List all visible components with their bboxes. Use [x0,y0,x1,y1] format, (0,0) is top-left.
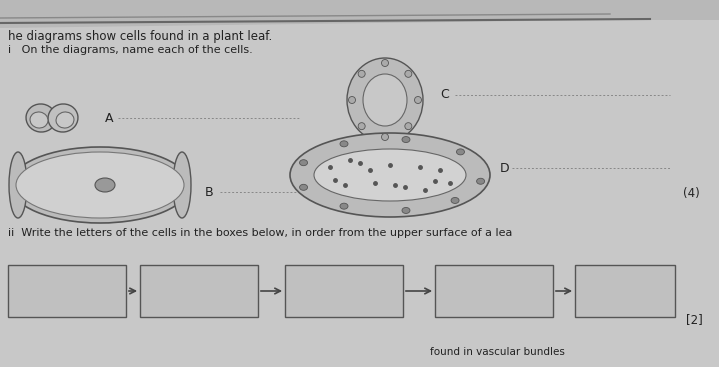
Ellipse shape [347,58,423,142]
FancyBboxPatch shape [575,265,675,317]
Ellipse shape [363,74,407,126]
Ellipse shape [382,59,388,66]
Text: found in vascular bundles: found in vascular bundles [430,347,565,357]
Ellipse shape [300,184,308,190]
FancyBboxPatch shape [140,265,258,317]
Ellipse shape [340,141,348,147]
Ellipse shape [16,152,184,218]
Ellipse shape [48,104,78,132]
Ellipse shape [457,149,464,155]
Ellipse shape [290,133,490,217]
Text: [2]: [2] [686,313,703,327]
FancyBboxPatch shape [285,265,403,317]
FancyBboxPatch shape [8,265,126,317]
Polygon shape [0,20,719,367]
Text: ii  Write the letters of the cells in the boxes below, in order from the upper s: ii Write the letters of the cells in the… [8,228,513,238]
Ellipse shape [402,207,410,214]
Ellipse shape [26,104,56,132]
Ellipse shape [451,197,459,203]
Ellipse shape [30,112,48,128]
Ellipse shape [414,97,421,103]
Ellipse shape [95,178,115,192]
Ellipse shape [56,112,74,128]
Ellipse shape [405,123,412,130]
Text: B: B [205,185,214,199]
Ellipse shape [300,160,308,166]
Text: D: D [500,161,510,174]
Ellipse shape [477,178,485,184]
Text: (4): (4) [683,186,700,200]
Ellipse shape [10,147,190,223]
Text: C: C [440,88,449,102]
Ellipse shape [402,137,410,142]
Text: i   On the diagrams, name each of the cells.: i On the diagrams, name each of the cell… [8,45,253,55]
Text: he diagrams show cells found in a plant leaf.: he diagrams show cells found in a plant … [8,30,273,43]
Ellipse shape [173,152,191,218]
Ellipse shape [382,134,388,141]
Ellipse shape [340,203,348,209]
Ellipse shape [314,149,466,201]
Ellipse shape [358,70,365,77]
Ellipse shape [9,152,27,218]
Text: A: A [105,112,114,124]
FancyBboxPatch shape [435,265,553,317]
Ellipse shape [358,123,365,130]
Ellipse shape [349,97,355,103]
Ellipse shape [405,70,412,77]
